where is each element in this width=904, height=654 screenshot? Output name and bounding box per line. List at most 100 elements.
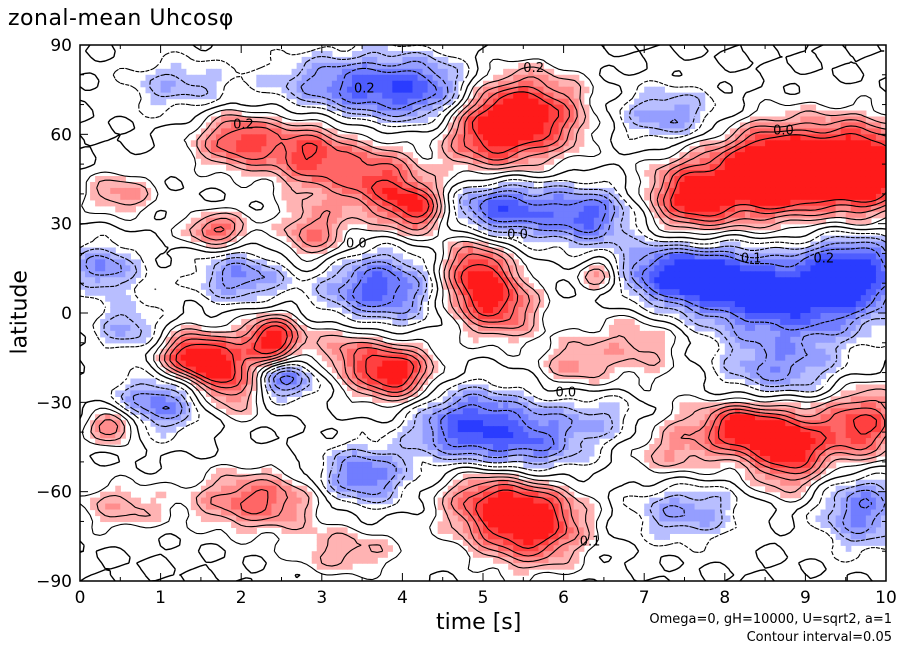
heatmap-cell — [553, 140, 560, 147]
heatmap-cell — [654, 176, 660, 183]
heatmap-cell — [357, 342, 363, 350]
heatmap-cell — [770, 158, 776, 165]
heatmap-cell — [684, 199, 691, 207]
heatmap-cell — [573, 241, 580, 249]
heatmap-cell — [765, 265, 771, 272]
heatmap-cell — [724, 265, 731, 272]
heatmap-cell — [659, 104, 665, 112]
heatmap-cell — [820, 253, 827, 260]
heatmap-cell — [367, 271, 373, 278]
heatmap-cell — [684, 193, 691, 201]
heatmap-cell — [417, 116, 424, 124]
heatmap-cell — [231, 158, 237, 165]
heatmap-cell — [523, 62, 529, 70]
heatmap-cell — [402, 205, 409, 213]
heatmap-cell — [135, 181, 142, 189]
heatmap-cell — [377, 313, 383, 320]
heatmap-cell — [845, 307, 852, 314]
heatmap-cell — [135, 336, 142, 344]
heatmap-cell — [770, 271, 776, 278]
heatmap-cell — [613, 235, 620, 243]
heatmap-cell — [346, 211, 353, 219]
heatmap-cell — [412, 307, 419, 314]
heatmap-cell — [558, 134, 565, 141]
heatmap-cell — [729, 187, 736, 195]
heatmap-cell — [835, 283, 842, 290]
heatmap-cell — [205, 140, 212, 147]
heatmap-cell — [593, 271, 600, 278]
heatmap-cell — [840, 164, 847, 171]
heatmap-cell — [865, 176, 872, 183]
heatmap-cell — [790, 283, 796, 290]
heatmap-cell — [427, 199, 434, 207]
heatmap-cell — [367, 158, 373, 165]
heatmap-cell — [518, 92, 524, 100]
heatmap-cell — [442, 259, 449, 266]
heatmap-cell — [457, 128, 464, 135]
heatmap-cell — [629, 330, 635, 338]
heatmap-cell — [835, 277, 842, 284]
heatmap-cell — [518, 211, 524, 219]
heatmap-cell — [578, 336, 585, 344]
heatmap-cell — [437, 86, 444, 94]
heatmap-cell — [326, 92, 333, 100]
heatmap-cell — [226, 342, 232, 350]
heatmap-cell — [341, 307, 348, 314]
heatmap-cell — [780, 259, 786, 266]
heatmap-cell — [639, 277, 645, 284]
heatmap-cell — [603, 217, 610, 225]
heatmap-cell — [825, 295, 832, 302]
heatmap-cell — [649, 336, 655, 344]
heatmap-cell — [825, 283, 832, 290]
heatmap-cell — [538, 92, 545, 100]
heatmap-cell — [770, 122, 776, 129]
heatmap-cell — [855, 199, 862, 207]
heatmap-cell — [140, 324, 147, 332]
heatmap-cell — [296, 336, 303, 344]
heatmap-cell — [865, 271, 872, 278]
heatmap-cell — [664, 181, 670, 189]
heatmap-cell — [694, 289, 701, 296]
heatmap-cell — [210, 146, 217, 153]
heatmap-cell — [835, 128, 842, 135]
heatmap-cell — [689, 313, 696, 320]
heatmap-cell — [578, 360, 585, 368]
heatmap-cell — [694, 164, 701, 171]
heatmap-cell — [860, 116, 867, 124]
heatmap-cell — [755, 313, 761, 320]
heatmap-cell — [422, 187, 429, 195]
heatmap-cell — [795, 271, 801, 278]
heatmap-cell — [286, 330, 293, 338]
heatmap-cell — [372, 80, 378, 88]
heatmap-cell — [548, 134, 555, 141]
heatmap-cell — [472, 241, 479, 249]
heatmap-cell — [654, 187, 660, 195]
heatmap-cell — [296, 86, 303, 94]
heatmap-cell — [397, 56, 403, 64]
heatmap-cell — [528, 193, 534, 201]
heatmap-cell — [765, 158, 771, 165]
heatmap-cell — [775, 265, 781, 272]
heatmap-cell — [538, 104, 545, 112]
heatmap-cell — [820, 128, 827, 135]
heatmap-cell — [281, 140, 288, 147]
heatmap-cell — [639, 98, 645, 106]
heatmap-cell — [437, 181, 444, 189]
heatmap-cell — [608, 193, 615, 201]
heatmap-cell — [825, 140, 832, 147]
heatmap-cell — [749, 342, 756, 350]
heatmap-cell — [286, 366, 293, 374]
heatmap-cell — [210, 140, 217, 147]
heatmap-cell — [467, 164, 474, 171]
heatmap-cell — [855, 313, 862, 320]
heatmap-cell — [493, 74, 499, 82]
heatmap-cell — [261, 289, 267, 296]
heatmap-cell — [770, 223, 776, 231]
heatmap-cell — [765, 181, 771, 189]
heatmap-cell — [387, 146, 393, 153]
heatmap-cell — [266, 289, 273, 296]
heatmap-cell — [367, 253, 373, 260]
heatmap-cell — [195, 348, 202, 356]
heatmap-cell — [624, 354, 630, 362]
heatmap-cell — [619, 235, 625, 243]
